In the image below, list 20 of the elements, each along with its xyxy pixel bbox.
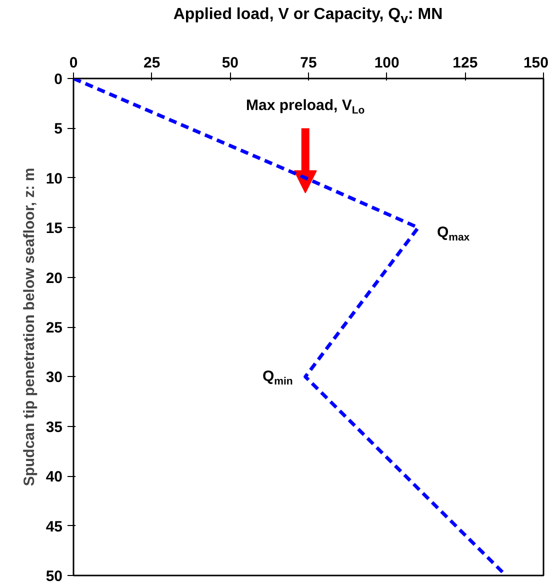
y-tick-label: 45 <box>46 518 63 536</box>
x-tick-label: 75 <box>300 54 317 72</box>
y-tick-label: 15 <box>46 220 63 238</box>
x-tick-label: 25 <box>143 54 160 72</box>
y-tick-label: 30 <box>46 369 63 386</box>
x-tick-label: 150 <box>523 54 548 72</box>
y-tick-label: 40 <box>46 468 63 486</box>
y-tick-label: 5 <box>54 120 62 138</box>
y-axis-title: Spudcan tip penetration below seafloor, z: m <box>20 168 38 486</box>
x-axis-title: Applied load, V or Capacity, Q$_{v}$: MN <box>173 5 443 28</box>
x-tick-label: 50 <box>222 54 239 72</box>
y-tick-label: 35 <box>46 418 63 436</box>
x-tick-label: 100 <box>374 54 400 72</box>
y-tick-label: 0 <box>54 71 62 88</box>
y-tick-label: 20 <box>46 270 63 287</box>
y-tick-label: 50 <box>46 568 63 585</box>
x-tick-label: 125 <box>452 54 478 72</box>
x-tick-label: 0 <box>69 54 78 72</box>
y-tick-label: 10 <box>46 170 63 188</box>
y-tick-label: 25 <box>46 320 63 336</box>
